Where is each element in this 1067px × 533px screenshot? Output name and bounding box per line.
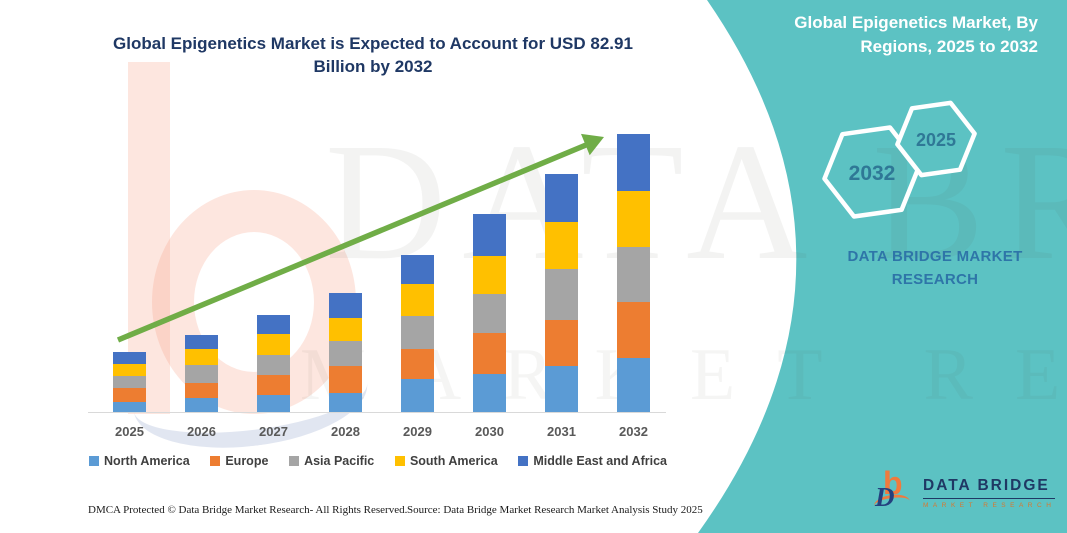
bar-segment-2030-south-america <box>473 255 506 295</box>
bar-segment-2032-middle-east-and-africa <box>617 134 650 191</box>
logo-title: DATA BRIDGE <box>923 477 1056 499</box>
stacked-bar-2032 <box>617 134 650 412</box>
bar-segment-2027-middle-east-and-africa <box>257 314 290 334</box>
bar-segment-2025-europe <box>113 388 146 402</box>
bar-segment-2032-north-america <box>617 358 650 412</box>
legend-swatch-middle-east-and-africa <box>518 456 529 466</box>
bar-segment-2025-south-america <box>113 364 146 376</box>
bar-segment-2029-north-america <box>401 379 434 412</box>
logo-b-glyph: b <box>883 465 903 501</box>
bar-segment-2027-north-america <box>257 394 290 412</box>
legend-swatch-europe <box>210 456 221 466</box>
legend-swatch-south-america <box>394 456 405 466</box>
chart-legend: North America Europe Asia Pacific South Ame… <box>89 454 667 468</box>
x-axis-label-2030: 2030 <box>475 424 504 439</box>
bar-segment-2027-asia-pacific <box>257 354 290 375</box>
x-axis-label-2032: 2032 <box>619 424 648 439</box>
legend-label-europe: Europe <box>225 454 269 468</box>
bar-segment-2031-asia-pacific <box>545 269 578 320</box>
hexagon-2032-label: 2032 <box>849 162 896 185</box>
bar-segment-2028-europe <box>329 366 362 393</box>
logo-subtitle: MARKET RESEARCH <box>923 502 1056 509</box>
brand-text: DATA BRIDGE MARKET RESEARCH <box>847 248 1023 289</box>
bar-segment-2027-south-america <box>257 333 290 355</box>
logo-d-glyph: D <box>875 482 895 512</box>
stacked-bar-2026 <box>185 335 218 412</box>
bar-segment-2026-south-america <box>185 348 218 365</box>
bar-segment-2028-south-america <box>329 318 362 341</box>
legend-swatch-asia-pacific <box>289 456 300 466</box>
bar-segment-2025-asia-pacific <box>113 375 146 389</box>
bar-segment-2028-north-america <box>329 392 362 412</box>
legend-item-asia-pacific: Asia Pacific <box>289 454 374 468</box>
stacked-bar-2027 <box>257 314 290 412</box>
stacked-bar-2031 <box>545 174 578 412</box>
legend-label-north-america: North America <box>104 454 190 468</box>
bar-segment-2029-middle-east-and-africa <box>401 254 434 284</box>
legend-label-asia-pacific: Asia Pacific <box>304 454 375 468</box>
x-axis-label-2027: 2027 <box>259 424 288 439</box>
logo-text: DATA BRIDGE MARKET RESEARCH <box>923 471 1056 509</box>
hexagon-2025-label: 2025 <box>916 130 956 150</box>
bar-segment-2029-asia-pacific <box>401 316 434 350</box>
legend-label-south-america: South America <box>409 454 498 468</box>
bar-segment-2025-north-america <box>113 401 146 412</box>
hexagon-2032 <box>822 125 922 219</box>
bar-segment-2030-north-america <box>473 374 506 412</box>
bar-segment-2026-asia-pacific <box>185 364 218 383</box>
stacked-bar-2030 <box>473 214 506 412</box>
bar-segment-2032-south-america <box>617 191 650 247</box>
x-axis-label-2029: 2029 <box>403 424 432 439</box>
trend-arrow-line <box>116 142 588 343</box>
bar-segment-2031-south-america <box>545 221 578 270</box>
bar-segment-2026-europe <box>185 382 218 399</box>
company-logo-icon: b D <box>872 465 914 515</box>
bar-segment-2028-middle-east-and-africa <box>329 292 362 319</box>
bar-segment-2031-middle-east-and-africa <box>545 174 578 222</box>
bar-segment-2031-europe <box>545 319 578 367</box>
bar-segment-2030-europe <box>473 332 506 375</box>
x-axis-labels: 2025 2026 2027 2028 2029 2030 2031 2032 <box>88 424 668 442</box>
legend-item-north-america: North America <box>89 454 190 468</box>
bar-segment-2026-north-america <box>185 398 218 412</box>
bar-segment-2031-north-america <box>545 366 578 412</box>
stacked-bar-2029 <box>401 254 434 412</box>
stacked-bar-2028 <box>329 292 362 412</box>
trend-arrow-head <box>581 133 604 156</box>
legend-item-south-america: South America <box>394 454 498 468</box>
footer-source-text: Source: Data Bridge Market Research Mark… <box>407 504 703 516</box>
x-axis-label-2031: 2031 <box>547 424 576 439</box>
bar-segment-2027-europe <box>257 374 290 395</box>
stacked-bar-2025 <box>113 352 146 412</box>
bar-segment-2030-asia-pacific <box>473 294 506 333</box>
bar-segment-2032-europe <box>617 302 650 358</box>
legend-label-middle-east-and-africa: Middle East and Africa <box>533 454 667 468</box>
legend-swatch-north-america <box>89 456 99 466</box>
x-axis-label-2026: 2026 <box>187 424 216 439</box>
plot-area <box>88 120 668 412</box>
bar-segment-2028-asia-pacific <box>329 340 362 367</box>
bar-segment-2029-europe <box>401 349 434 380</box>
legend-item-europe: Europe <box>210 454 268 468</box>
side-panel-title: Global Epigenetics Market, By Regions, 2… <box>794 13 1038 56</box>
bar-segment-2029-south-america <box>401 283 434 317</box>
legend-item-middle-east-and-africa: Middle East and Africa <box>518 454 667 468</box>
x-axis-label-2025: 2025 <box>115 424 144 439</box>
bar-segment-2025-middle-east-and-africa <box>113 352 146 365</box>
company-logo: b D DATA BRIDGE MARKET RESEARCH <box>872 465 1056 515</box>
x-axis-line <box>88 412 666 413</box>
hexagon-2025 <box>895 100 977 178</box>
bar-segment-2026-middle-east-and-africa <box>185 335 218 349</box>
footer-dmca-text: DMCA Protected © Data Bridge Market Rese… <box>88 504 408 516</box>
bar-segment-2030-middle-east-and-africa <box>473 214 506 256</box>
chart-title: Global Epigenetics Market is Expected to… <box>113 34 633 76</box>
bar-segment-2032-asia-pacific <box>617 247 650 302</box>
x-axis-label-2028: 2028 <box>331 424 360 439</box>
